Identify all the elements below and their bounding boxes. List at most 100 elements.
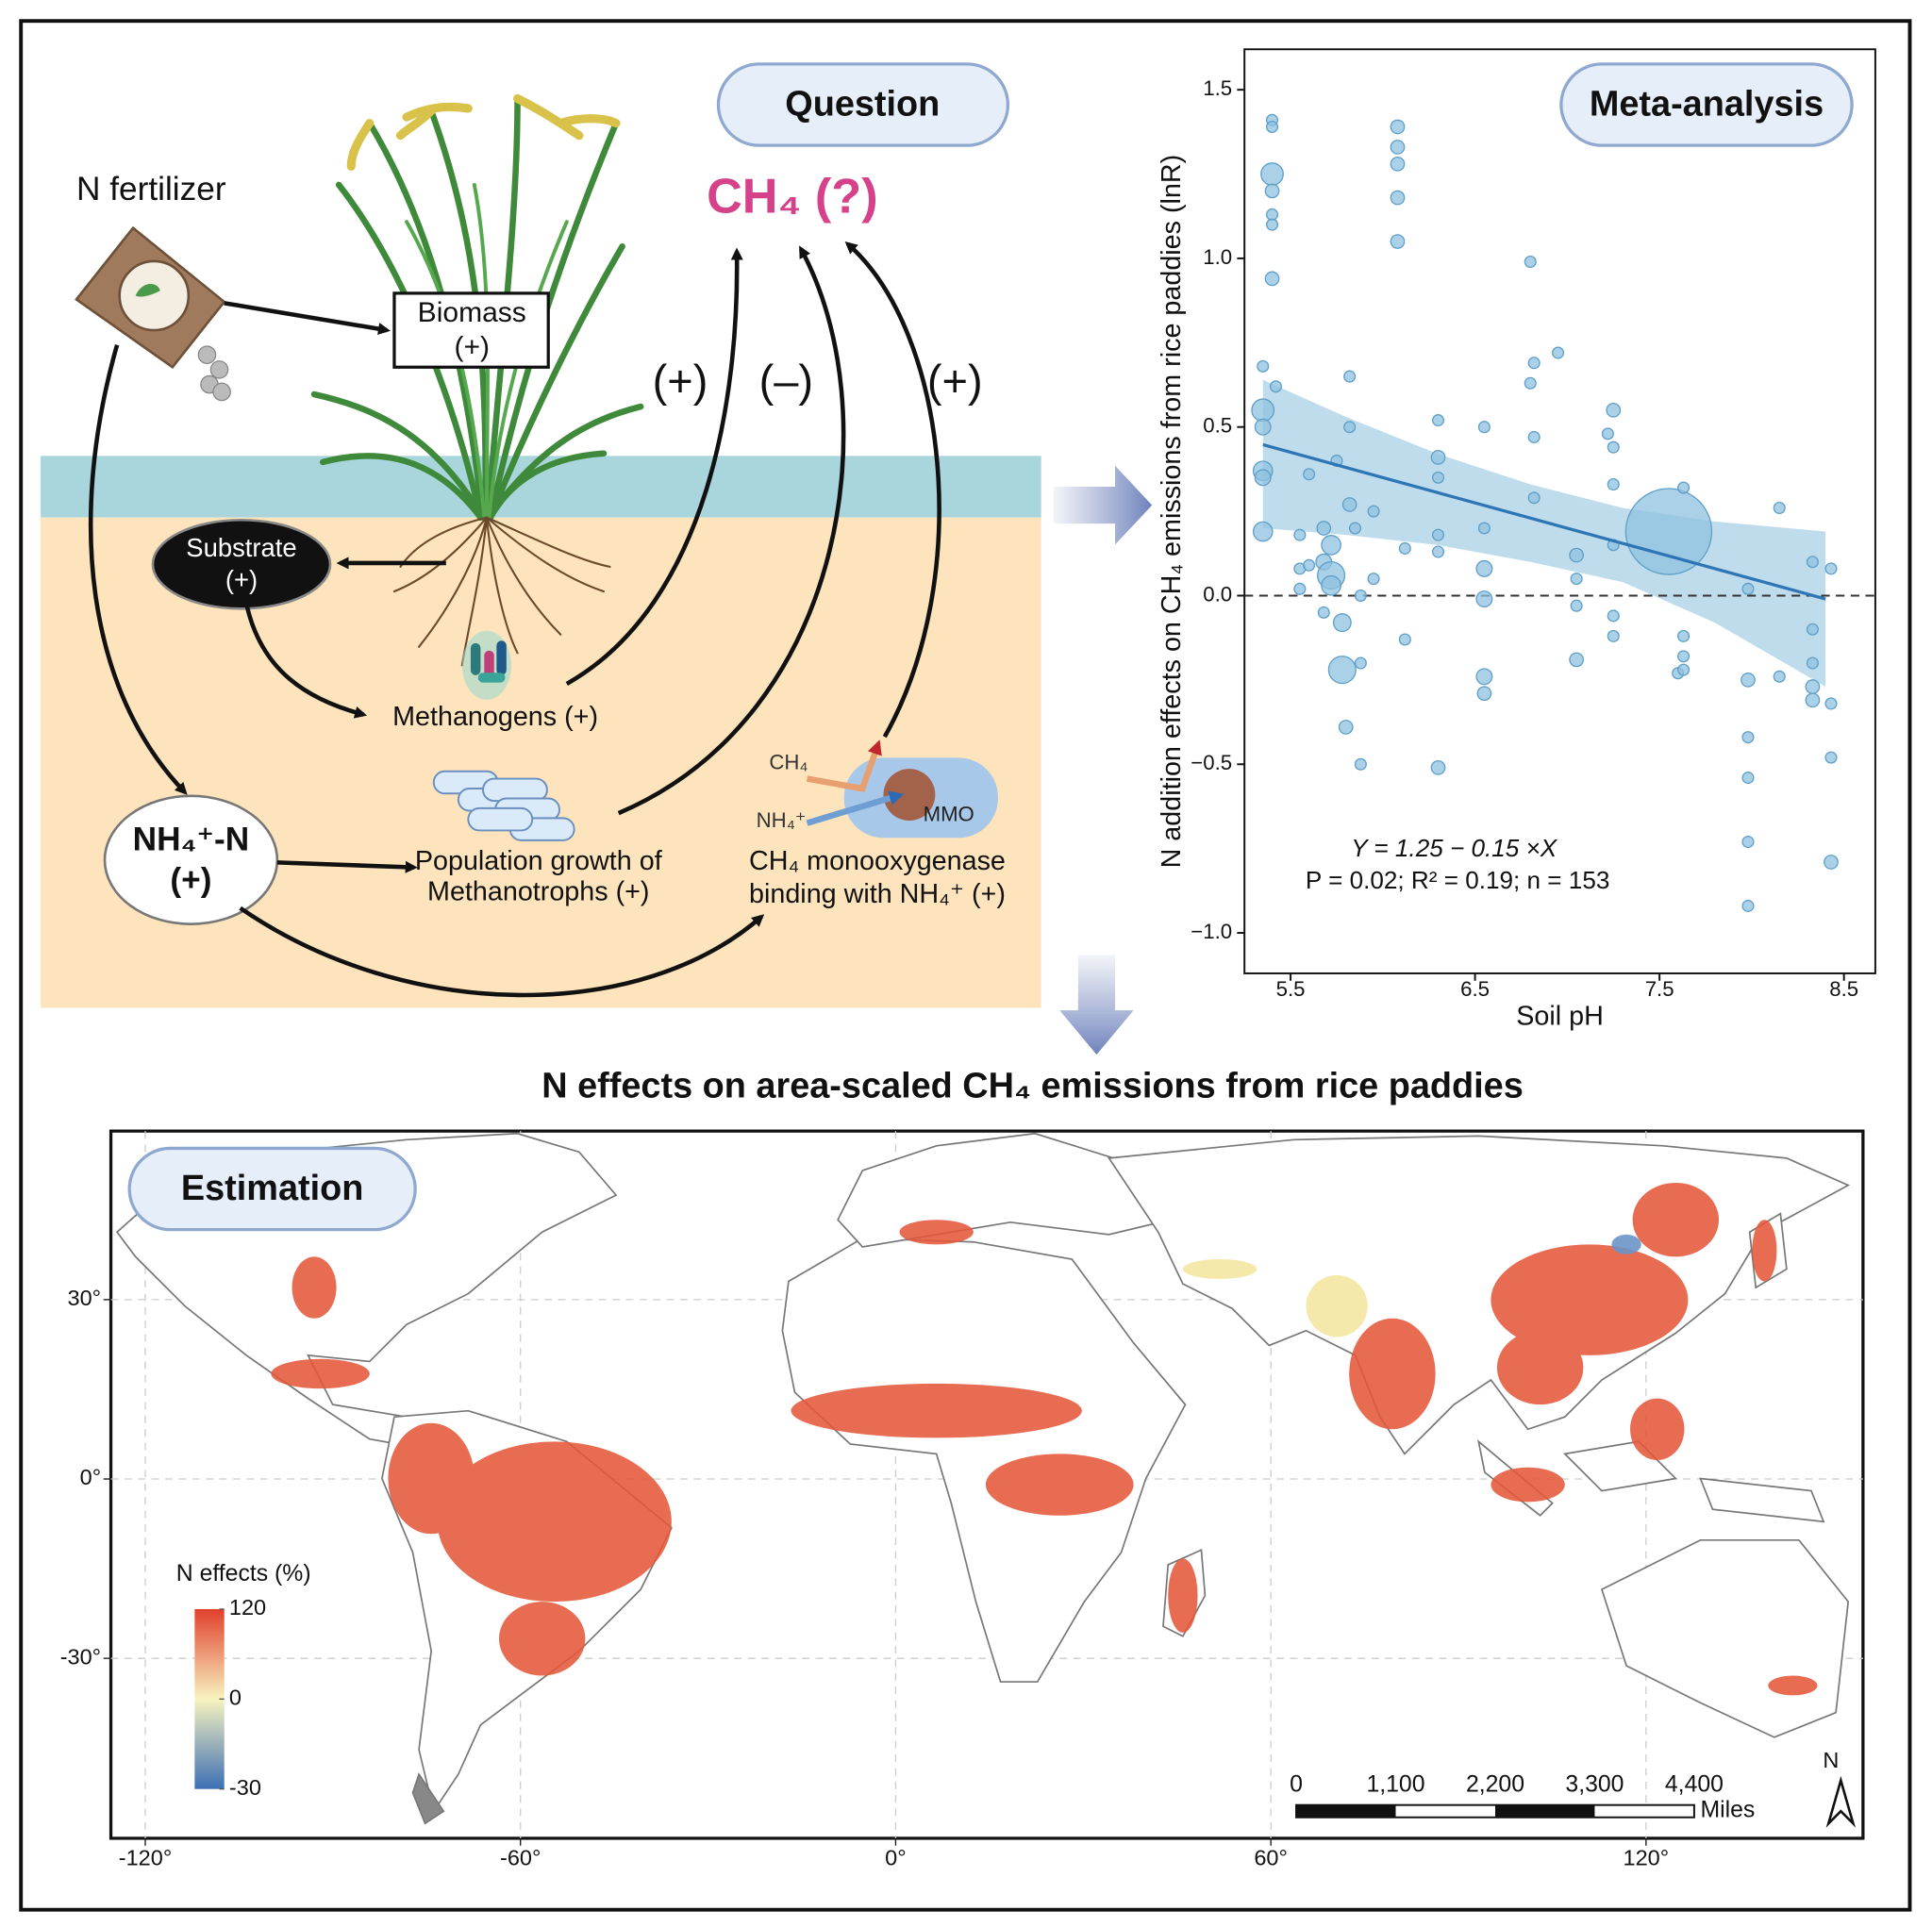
- confidence-band: [1262, 379, 1826, 688]
- data-point: [1430, 759, 1446, 775]
- data-point: [1806, 656, 1819, 670]
- x-tick-label: 8.5: [1829, 977, 1858, 1001]
- data-point: [1601, 427, 1614, 440]
- data-point: [1677, 663, 1690, 676]
- data-point: [1390, 119, 1406, 135]
- meta-analysis-chart: Meta-analysis Soil pH N addition effects…: [1157, 48, 1876, 1032]
- fertilizer-bag: [75, 225, 231, 402]
- panel-label: Estimation: [181, 1169, 364, 1208]
- question-pill: [716, 62, 1010, 147]
- colorbar-label: 0: [229, 1686, 242, 1710]
- flow-arrow: [1053, 465, 1153, 545]
- data-point: [1570, 599, 1583, 612]
- x-tick-label: -60°: [500, 1845, 541, 1869]
- data-point: [1354, 589, 1367, 603]
- ammonium-label: NH₄⁺-N: [133, 821, 250, 857]
- equation: Y = 1.25 − 0.15 ×X: [1351, 834, 1558, 862]
- target-label: CH₄ (?): [707, 169, 878, 224]
- mmo-site: [883, 769, 936, 821]
- nh4-flow: [806, 790, 905, 826]
- data-point: [1398, 633, 1411, 646]
- data-point: [1317, 606, 1330, 619]
- data-point: [1607, 440, 1620, 454]
- scale-bar-label: 0: [1290, 1771, 1303, 1797]
- data-point: [1431, 528, 1445, 541]
- mmo-ch4-label: CH₄: [769, 751, 808, 774]
- data-point: [1524, 255, 1537, 269]
- biomass-label: Biomass: [418, 297, 526, 328]
- data-point: [1332, 613, 1352, 633]
- flow-arrow: [1059, 955, 1134, 1055]
- methanotrophs-label: Methanotrophs (+): [427, 877, 649, 907]
- data-point: [1677, 629, 1690, 642]
- panel-label: Meta-analysis: [1590, 84, 1824, 124]
- data-point: [1824, 751, 1838, 764]
- data-point: [1254, 469, 1272, 487]
- y-axis-label: N addition effects on CH₄ emissions from…: [1157, 155, 1187, 869]
- x-tick-label: 5.5: [1276, 977, 1306, 1001]
- legend-title: N effects (%): [176, 1561, 311, 1586]
- pathway-arrows: [88, 241, 941, 998]
- y-tick-label: 30°: [68, 1286, 102, 1310]
- biomass-box: [392, 291, 550, 369]
- y-tick-label: 0.5: [1203, 414, 1232, 438]
- data-point: [1570, 573, 1583, 586]
- data-point: [1348, 522, 1362, 535]
- data-point: [1264, 183, 1280, 199]
- substrate-node: [151, 518, 332, 610]
- methanotroph-icon: [432, 770, 575, 841]
- data-point: [1624, 488, 1713, 575]
- data-point: [1367, 573, 1380, 586]
- x-tick-label: 7.5: [1645, 977, 1674, 1001]
- data-point: [1607, 477, 1620, 491]
- mmo-nh4-label: NH₄⁺: [757, 808, 807, 832]
- scale-bar-label: 1,100: [1366, 1771, 1424, 1797]
- data-point: [1431, 545, 1445, 558]
- pathway-sign: (–): [759, 356, 813, 406]
- data-point: [1430, 450, 1446, 465]
- data-point: [1741, 899, 1755, 912]
- data-point: [1741, 731, 1755, 744]
- mechanism-diagram: N fertilizer Biomass (+) Question CH₄ (?…: [41, 62, 1153, 1055]
- substrate-effect: (+): [225, 565, 258, 594]
- data-point: [1257, 359, 1270, 373]
- data-point: [1341, 497, 1357, 512]
- data-point: [1569, 547, 1585, 563]
- x-tick-label: 120°: [1624, 1845, 1670, 1869]
- colorbar: 120 0 -30: [194, 1595, 266, 1800]
- biomass-effect: (+): [454, 332, 490, 363]
- data-point: [1303, 558, 1316, 572]
- data-point: [1824, 697, 1838, 710]
- data-point: [1677, 481, 1690, 494]
- y-tick-label: 1.5: [1203, 76, 1232, 100]
- data-point: [1527, 491, 1541, 505]
- methanogen-icon: [461, 630, 512, 700]
- scale-bar-segment: [1296, 1804, 1396, 1818]
- data-point: [1260, 162, 1284, 186]
- data-point: [1824, 562, 1838, 575]
- pathway-sign: (+): [927, 356, 983, 406]
- data-point: [1552, 346, 1565, 359]
- y-tick-label: 0.0: [1203, 582, 1232, 606]
- data-point: [1569, 652, 1585, 668]
- data-point: [1431, 471, 1445, 484]
- data-point: [1773, 501, 1786, 515]
- data-point: [1527, 430, 1541, 443]
- data-point: [1390, 190, 1406, 206]
- rice-effect-low: [1182, 1234, 1641, 1337]
- data-point: [1475, 559, 1493, 577]
- x-tick-label: 0°: [885, 1845, 906, 1869]
- monooxygenase-label: CH₄ monooxygenase: [749, 846, 1006, 876]
- data-point: [1607, 609, 1620, 623]
- data-point: [1265, 120, 1279, 134]
- data-point: [1390, 140, 1406, 155]
- question-label: Question: [785, 84, 940, 124]
- data-point: [1476, 686, 1492, 702]
- data-point: [1805, 692, 1821, 708]
- data-point: [1265, 208, 1279, 221]
- data-point: [1252, 521, 1274, 542]
- data-point: [1524, 376, 1537, 390]
- data-point: [1254, 418, 1272, 436]
